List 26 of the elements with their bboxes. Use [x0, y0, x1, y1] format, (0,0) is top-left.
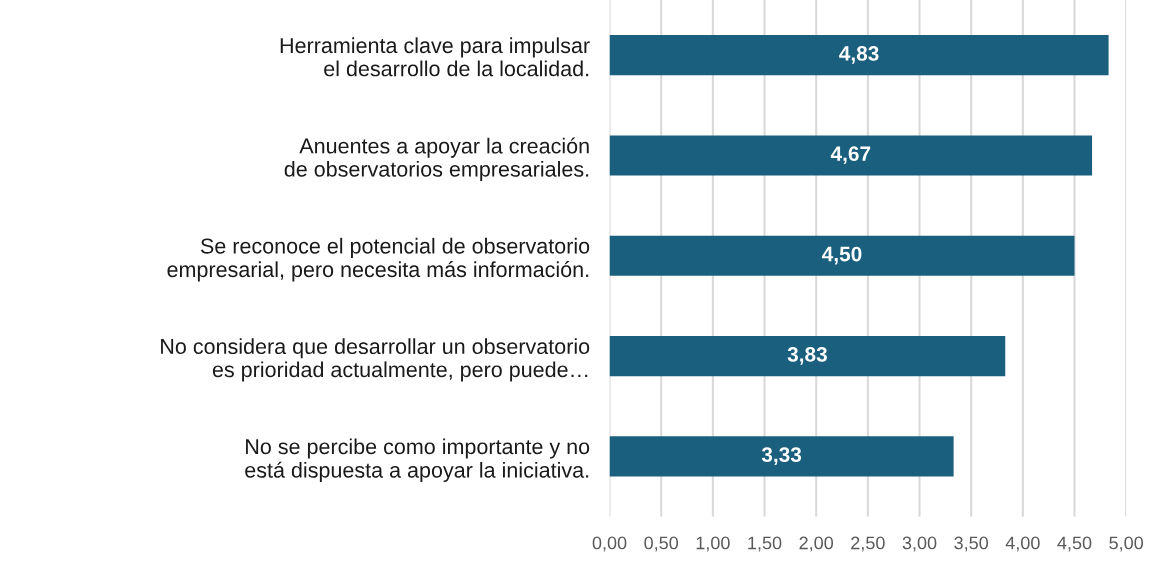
- data-label: 4,67: [830, 146, 871, 165]
- x-tick-label: 1,50: [748, 536, 782, 552]
- x-tick-label: 3,00: [902, 536, 937, 552]
- bar: [609, 436, 954, 477]
- x-tick-label: 3,50: [954, 536, 989, 552]
- bar: [609, 35, 1109, 76]
- y-tick-label: No se percibe como importante y no está dispuesta a apoyar la iniciativa.: [245, 438, 590, 483]
- y-tick-label: Anuentes a apoyar la creación de observatorios empresariales.: [284, 137, 589, 182]
- data-label: 3,33: [761, 447, 802, 466]
- data-label: 3,83: [787, 346, 827, 365]
- x-tick-label: 2,50: [851, 536, 885, 552]
- y-tick-label: No considera que desarrollar un observatorio es prioridad actualmente, pero puede…: [161, 338, 590, 382]
- bar: [609, 235, 1075, 276]
- y-tick-label: Herramienta clave para impulsar el desarrollo de la localidad.: [280, 37, 590, 77]
- bar: [609, 135, 1093, 176]
- x-tick-label: 2,00: [799, 536, 834, 552]
- x-tick-label: 4,50: [1057, 536, 1092, 552]
- data-label: 4,83: [839, 46, 879, 64]
- data-label: 4,50: [822, 246, 862, 265]
- x-tick-label: 1,00: [696, 536, 730, 552]
- x-tick-label: 0,00: [592, 536, 627, 552]
- x-tick-label: 4,00: [1005, 536, 1040, 552]
- y-tick-label: Se reconoce el potencial de observatorio empresarial, pero necesita más información.: [167, 237, 590, 282]
- bar: [609, 336, 1006, 377]
- x-tick-label: 0,50: [644, 536, 679, 552]
- x-tick-label: 5,00: [1109, 536, 1144, 552]
